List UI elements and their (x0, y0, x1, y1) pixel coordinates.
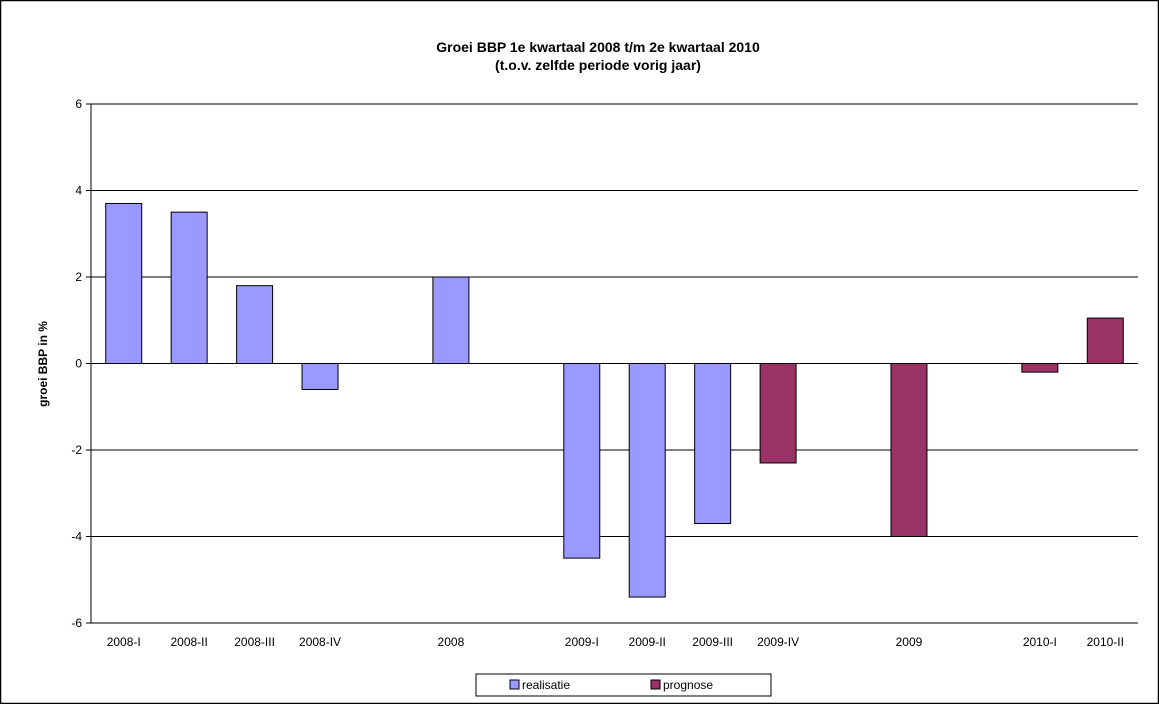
y-tick-label: 4 (75, 184, 82, 198)
bar-realisatie-2008-I (105, 202, 143, 364)
gridlines (91, 103, 1138, 537)
y-axis-label: groei BBP in % (36, 321, 50, 407)
bar-realisatie-2008 (432, 276, 470, 364)
bar-prognose-2010-I (1021, 363, 1059, 373)
bar-realisatie-2009-I (563, 363, 601, 559)
bar-realisatie-2008-IV (301, 363, 339, 390)
axes (90, 104, 1138, 624)
x-tick-label: 2009-III (692, 635, 733, 649)
bar-prognose-2010-II (1086, 317, 1124, 364)
y-tick-label: 6 (75, 97, 82, 111)
x-tick-label: 2008 (438, 635, 465, 649)
y-tick-label: -4 (71, 530, 82, 544)
bar-realisatie-2009-III (694, 363, 732, 525)
legend-box (475, 673, 772, 697)
chart-title: Groei BBP 1e kwartaal 2008 t/m 2e kwarta… (436, 39, 760, 55)
x-tick-label: 2008-III (234, 635, 275, 649)
bar-realisatie-2009-II (628, 363, 666, 598)
legend-label-prognose: prognose (663, 678, 713, 692)
y-tick-label: 0 (75, 357, 82, 371)
x-tick-label: 2009 (896, 635, 923, 649)
x-axis-labels: 2008-I 2008-II 2008-III 2008-IV 2008 2009-I 20… (107, 635, 1124, 649)
legend-swatch-realisatie (509, 679, 520, 690)
x-tick-label: 2009-IV (757, 635, 799, 649)
chart-subtitle: (t.o.v. zelfde periode vorig jaar) (495, 57, 701, 73)
x-tick-label: 2009-II (629, 635, 666, 649)
y-tick-label: 2 (75, 270, 82, 284)
x-tick-label: 2010-II (1087, 635, 1124, 649)
bar-prognose-2009 (890, 363, 928, 537)
legend-label-realisatie: realisatie (522, 678, 570, 692)
x-tick-label: 2008-IV (299, 635, 341, 649)
x-tick-label: 2009-I (565, 635, 599, 649)
x-tick-label: 2008-II (170, 635, 207, 649)
legend-swatch-prognose (650, 679, 661, 690)
y-tick-label: -2 (71, 443, 82, 457)
bar-realisatie-2008-II (170, 211, 208, 364)
bar-realisatie-2008-III (236, 285, 274, 364)
y-tick-label: -6 (71, 616, 82, 630)
x-tick-label: 2008-I (107, 635, 141, 649)
x-tick-label: 2010-I (1023, 635, 1057, 649)
bar-prognose-2009-IV (759, 363, 797, 464)
y-axis-ticks: -6 -4 -2 0 2 4 6 (71, 97, 91, 630)
legend: realisatie prognose (475, 673, 772, 697)
